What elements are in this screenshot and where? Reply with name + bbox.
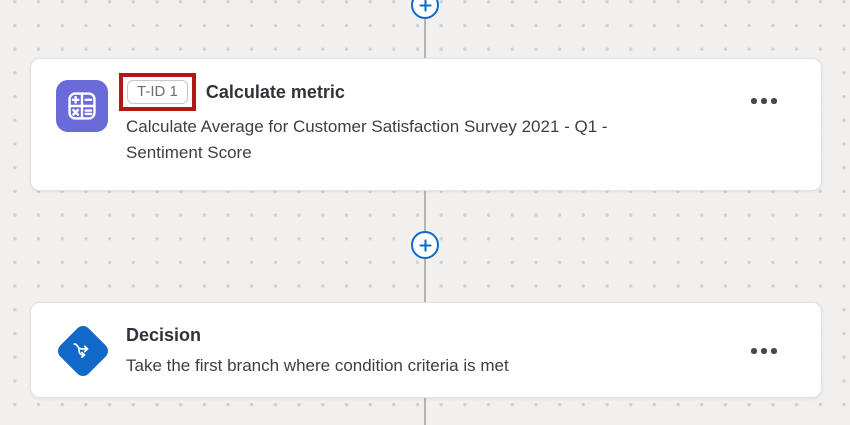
red-annotation-highlight: T-ID 1: [119, 73, 196, 111]
connector-line: [424, 0, 426, 425]
plus-icon: [418, 238, 433, 253]
ellipsis-icon: [751, 348, 757, 354]
task-description: Calculate Average for Customer Satisfact…: [126, 117, 608, 162]
calculator-icon: [56, 80, 108, 132]
task-description: Take the first branch where condition cr…: [126, 356, 509, 375]
task-card-calculate-metric[interactable]: T-ID 1 Calculate metric Calculate Averag…: [30, 58, 822, 191]
task-id-badge: T-ID 1: [127, 80, 188, 104]
task-options-menu-button[interactable]: [747, 91, 781, 111]
task-title: Calculate metric: [205, 81, 345, 102]
task-card-decision[interactable]: Decision Take the first branch where con…: [30, 302, 822, 398]
add-task-button-middle[interactable]: [411, 231, 439, 259]
ellipsis-icon: [751, 98, 757, 104]
plus-icon: [418, 0, 433, 13]
card-title-row: T-ID 1 Calculate metric: [119, 73, 345, 111]
task-options-menu-button[interactable]: [747, 341, 781, 361]
task-title: Decision: [126, 325, 202, 345]
add-task-button-top[interactable]: [411, 0, 439, 19]
branch-arrows-icon: [54, 322, 112, 380]
